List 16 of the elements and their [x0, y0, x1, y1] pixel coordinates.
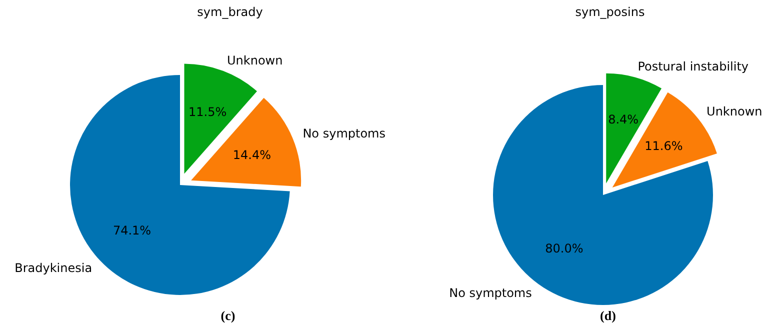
data-label: 80.0%: [545, 241, 584, 256]
chart-title: sym_posins: [575, 5, 645, 19]
data-label: 8.4%: [608, 112, 639, 127]
slice-label: Bradykinesia: [14, 261, 92, 276]
slice-label: No symptoms: [302, 126, 386, 141]
text: (c): [220, 308, 236, 324]
data-label: 11.5%: [188, 105, 227, 120]
text: (d): [599, 308, 617, 324]
slice-label: Unknown: [227, 54, 283, 68]
data-label: 74.1%: [112, 223, 152, 238]
slice-label: Unknown: [706, 104, 762, 119]
data-label: 11.6%: [644, 139, 683, 154]
slice-label: No symptoms: [449, 286, 532, 300]
data-label: 14.4%: [232, 148, 272, 162]
chart-title: sym_brady: [197, 5, 263, 19]
slice-label: Postural instability: [638, 60, 749, 74]
